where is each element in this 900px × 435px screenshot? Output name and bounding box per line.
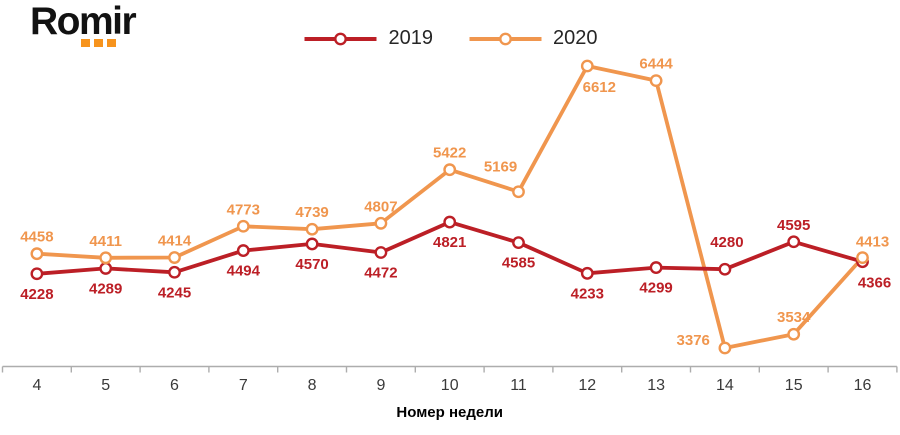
data-label-2019: 4472 [364, 265, 397, 282]
x-tick-label: 13 [647, 377, 665, 394]
data-label-2019: 4821 [433, 234, 466, 251]
data-point-marker-2019 [305, 237, 319, 251]
data-label-2020: 4413 [856, 234, 889, 251]
data-point-marker-2020 [374, 216, 388, 230]
x-tick-label: 6 [170, 377, 179, 394]
data-point-marker-2019 [718, 262, 732, 276]
data-label-2020: 3534 [777, 309, 811, 326]
data-point-marker-2020 [787, 327, 801, 341]
data-point-marker-2020 [305, 222, 319, 236]
data-label-2020: 4807 [364, 198, 397, 215]
data-point-marker-2019 [443, 215, 457, 229]
data-label-2019: 4280 [710, 234, 743, 251]
legend-line-marker-icon [304, 32, 377, 45]
data-point-marker-2019 [787, 235, 801, 249]
data-label-2019: 4289 [89, 280, 122, 297]
data-point-marker-2019 [649, 261, 663, 274]
chart-legend: 2019 2020 [303, 27, 598, 50]
data-label-2020: 4458 [20, 229, 53, 246]
data-label-2019: 4245 [158, 284, 191, 301]
data-point-marker-2019 [30, 267, 44, 281]
data-point-marker-2020 [236, 219, 250, 233]
data-label-2020: 4411 [89, 233, 122, 250]
x-tick-label: 15 [785, 377, 803, 394]
data-label-2019: 4366 [858, 275, 891, 292]
data-point-marker-2020 [30, 247, 44, 261]
romir-logo-text: Romir [30, 0, 137, 43]
x-tick-label: 5 [101, 377, 110, 394]
data-label-2020: 3376 [677, 332, 710, 349]
legend-item-2020: 2020 [467, 27, 598, 50]
data-label-2019: 4570 [295, 256, 328, 273]
data-label-2020: 4414 [158, 233, 192, 250]
data-point-marker-2020 [512, 185, 525, 199]
data-point-marker-2019 [236, 244, 250, 257]
data-point-marker-2020 [99, 251, 113, 265]
data-label-2019: 4585 [502, 255, 535, 272]
x-tick-label: 16 [854, 377, 872, 394]
x-tick-label: 12 [578, 377, 596, 394]
data-point-marker-2019 [374, 246, 388, 259]
data-point-marker-2020 [649, 74, 663, 88]
data-point-marker-2019 [99, 262, 113, 275]
romir-logo-dots-icon [81, 39, 116, 47]
x-tick-label: 9 [376, 377, 385, 394]
data-label-2019: 4233 [571, 285, 604, 302]
x-tick-label: 11 [510, 377, 527, 394]
x-axis-title: Номер недели [396, 404, 503, 421]
x-tick-label: 8 [308, 377, 317, 394]
data-label-2019: 4595 [777, 217, 810, 234]
legend-line-marker-icon [469, 32, 541, 45]
data-label-2019: 4494 [227, 263, 261, 280]
data-point-marker-2020 [856, 251, 869, 265]
legend-label: 2019 [388, 27, 434, 49]
data-label-2020: 5169 [484, 159, 517, 176]
logo-dot [81, 39, 90, 47]
x-tick-label: 14 [716, 377, 734, 394]
logo-dot [107, 39, 116, 47]
data-point-marker-2019 [512, 236, 525, 250]
data-label-2020: 6612 [583, 79, 616, 96]
data-label-2019: 4299 [639, 280, 672, 297]
x-tick-label: 4 [32, 377, 41, 394]
series-line-2020 [35, 64, 865, 350]
x-tick-label: 7 [239, 377, 248, 394]
data-label-2020: 4739 [295, 204, 328, 221]
data-point-marker-2019 [168, 265, 181, 279]
legend-item-2019: 2019 [303, 27, 434, 50]
data-label-2020: 5422 [433, 145, 466, 162]
data-label-2019: 4228 [20, 286, 53, 303]
data-point-marker-2020 [580, 59, 594, 73]
data-point-marker-2020 [168, 251, 181, 264]
data-point-marker-2020 [718, 341, 732, 355]
x-tick-label: 10 [441, 377, 459, 394]
legend-label: 2020 [553, 27, 598, 49]
data-point-marker-2019 [580, 266, 594, 280]
data-label-2020: 4773 [227, 201, 260, 218]
data-point-marker-2020 [443, 163, 457, 177]
logo-dot [94, 39, 103, 47]
romir-logo: Romir [30, 0, 137, 47]
data-label-2020: 6444 [639, 56, 673, 73]
